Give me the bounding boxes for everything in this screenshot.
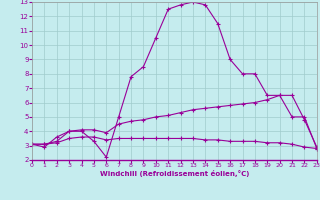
X-axis label: Windchill (Refroidissement éolien,°C): Windchill (Refroidissement éolien,°C): [100, 170, 249, 177]
